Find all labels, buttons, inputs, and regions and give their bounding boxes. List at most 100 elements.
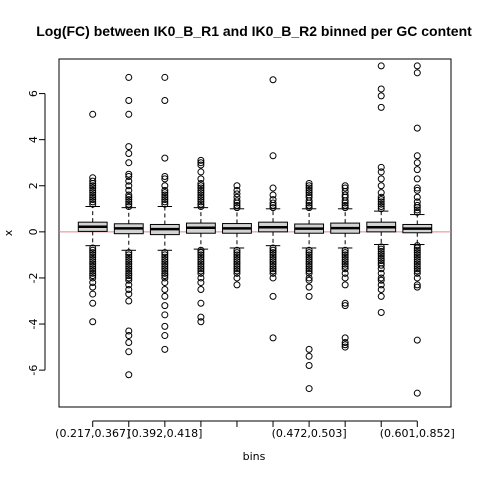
outlier-point [305, 193, 313, 201]
x-axis-label: bins [243, 450, 266, 463]
outlier-point [305, 253, 313, 261]
outlier-point [125, 200, 133, 208]
outlier-point [377, 261, 385, 269]
outlier-point [125, 290, 133, 298]
box-group [294, 179, 325, 393]
outlier-point [305, 256, 313, 264]
outlier-point [125, 260, 133, 268]
outlier-point [341, 201, 349, 209]
outlier-point [197, 313, 205, 321]
outlier-point [341, 251, 349, 259]
outlier-point [305, 249, 313, 257]
outlier-point [161, 186, 169, 194]
box-group [330, 182, 361, 351]
outlier-point [197, 161, 205, 169]
outlier-point [161, 175, 169, 183]
outlier-point [305, 265, 313, 273]
outlier-point [377, 85, 385, 93]
y-tick-label: 2 [27, 182, 40, 189]
outlier-point [161, 258, 169, 266]
outlier-point [269, 274, 277, 282]
outlier-point [161, 191, 169, 199]
outlier-point [233, 262, 241, 270]
outlier-point [341, 262, 349, 270]
outlier-point [161, 269, 169, 277]
outlier-point [341, 249, 349, 257]
box-group [113, 73, 144, 379]
outlier-point [197, 196, 205, 204]
outlier-point [161, 249, 169, 257]
outlier-point [233, 265, 241, 273]
outlier-point [341, 184, 349, 192]
outlier-point [413, 389, 421, 397]
outlier-point [89, 299, 97, 307]
y-tick-label: 4 [27, 136, 40, 143]
outlier-point [413, 267, 421, 275]
outlier-point [269, 269, 277, 277]
outlier-point [197, 175, 205, 183]
outlier-point [197, 191, 205, 199]
outlier-point [161, 272, 169, 280]
outlier-point [413, 175, 421, 183]
outlier-point [413, 246, 421, 254]
outlier-point [89, 260, 97, 268]
outlier-point [125, 256, 133, 264]
box-group [77, 110, 108, 326]
outlier-point [125, 265, 133, 273]
outlier-point [233, 260, 241, 268]
outlier-point [305, 204, 313, 212]
outlier-point [269, 199, 277, 207]
outlier-point [413, 260, 421, 268]
y-tick-label: -2 [27, 272, 40, 283]
outlier-point [377, 193, 385, 201]
outlier-point [89, 262, 97, 270]
outlier-point [413, 69, 421, 77]
x-tick-label: (0.601,0.852] [380, 427, 455, 440]
outlier-point [269, 253, 277, 261]
outlier-point [341, 182, 349, 190]
outlier-point [233, 269, 241, 277]
outlier-point [89, 186, 97, 194]
outlier-point [377, 205, 385, 213]
outlier-point [341, 269, 349, 277]
outlier-point [377, 189, 385, 197]
outlier-point [89, 318, 97, 326]
outlier-point [161, 302, 169, 310]
box-group [402, 62, 433, 397]
outlier-point [269, 267, 277, 275]
outlier-point [413, 62, 421, 70]
outlier-point [233, 274, 241, 282]
outlier-point [413, 186, 421, 194]
outlier-point [89, 189, 97, 197]
outlier-point [89, 196, 97, 204]
outlier-point [161, 182, 169, 190]
y-axis-label: x [2, 229, 15, 236]
outlier-point [413, 336, 421, 344]
outlier-point [125, 269, 133, 277]
outlier-point [341, 260, 349, 268]
outlier-point [233, 267, 241, 275]
outlier-point [125, 173, 133, 181]
outlier-point [125, 191, 133, 199]
outlier-point [197, 182, 205, 190]
outlier-point [125, 253, 133, 261]
outlier-point [269, 249, 277, 257]
box-group [258, 76, 288, 342]
outlier-point [197, 202, 205, 210]
outlier-point [413, 274, 421, 282]
outlier-point [89, 110, 97, 118]
outlier-point [269, 196, 277, 204]
outlier-point [125, 193, 133, 201]
y-tick-label: -6 [27, 365, 40, 376]
outlier-point [197, 262, 205, 270]
outlier-point [197, 198, 205, 206]
outlier-point [341, 299, 349, 307]
outlier-point [161, 274, 169, 282]
y-tick-label: 0 [27, 228, 40, 235]
outlier-point [125, 73, 133, 81]
x-axis: (0.217,0.367](0.392,0.418] (0.472,0.503] (… [55, 420, 455, 440]
outlier-point [269, 292, 277, 300]
outlier-point [89, 198, 97, 206]
outlier-point [341, 274, 349, 282]
chart-title: Log(FC) between IK0_B_R1 and IK0_B_R2 bi… [36, 23, 472, 39]
